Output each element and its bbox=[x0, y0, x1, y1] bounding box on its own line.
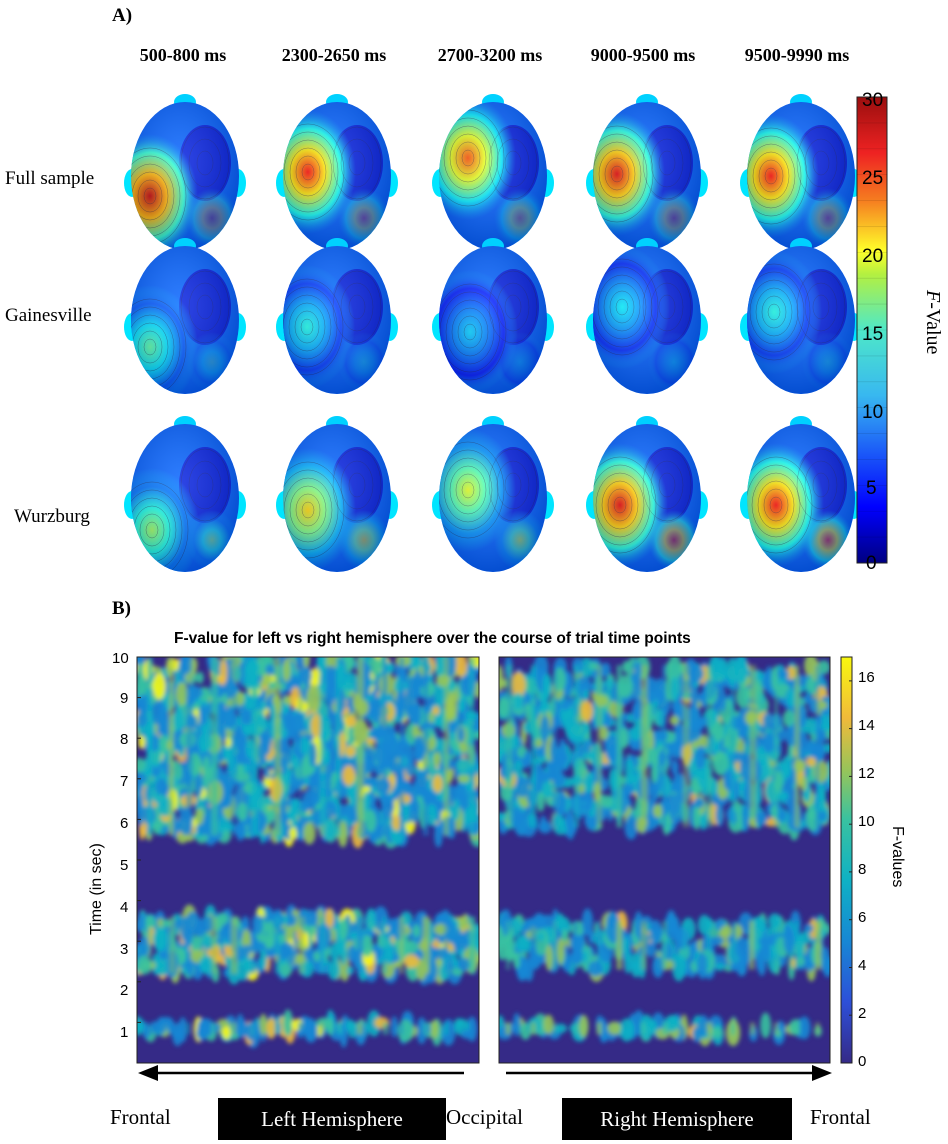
left-hemisphere-fvalues bbox=[137, 657, 479, 1049]
y-tick: 9 bbox=[120, 690, 129, 707]
head-topography bbox=[124, 94, 246, 250]
right-arrow-head bbox=[812, 1065, 832, 1081]
head-topography bbox=[432, 94, 554, 250]
colorbar-a-tick: 30 bbox=[862, 90, 884, 111]
head-topography bbox=[276, 94, 398, 250]
y-tick: 7 bbox=[120, 773, 129, 790]
colorbar-a-tick: 5 bbox=[866, 478, 877, 499]
colorbar-a-title: F-Value bbox=[921, 290, 944, 354]
y-tick: 4 bbox=[120, 899, 129, 916]
right-hemisphere-label: Right Hemisphere bbox=[562, 1098, 792, 1140]
colorbar-b-tick: 12 bbox=[858, 765, 875, 782]
colorbar-a-title-rest: -Value bbox=[922, 302, 944, 355]
head-topography bbox=[124, 238, 246, 394]
column-title: 2700-3200 ms bbox=[437, 45, 543, 65]
row-label: Gainesville bbox=[5, 305, 92, 326]
colorbar-a-tick: 25 bbox=[862, 168, 884, 189]
colorbar-b bbox=[840, 656, 853, 1064]
head-topography bbox=[740, 238, 862, 394]
head-topography bbox=[586, 416, 708, 572]
colorbar-a-tick: 20 bbox=[862, 246, 884, 267]
panel-b-label: B) bbox=[112, 598, 131, 619]
column-title: 2300-2650 ms bbox=[281, 45, 387, 65]
occipital-label: Occipital bbox=[446, 1105, 523, 1129]
y-tick: 1 bbox=[120, 1024, 129, 1041]
colorbar-b-tick: 16 bbox=[858, 669, 875, 686]
head-topography bbox=[740, 94, 862, 250]
frontal-right-label: Frontal bbox=[810, 1105, 871, 1129]
colorbar-a-tick: 0 bbox=[866, 553, 877, 574]
colorbar-a-title-italic: F bbox=[922, 290, 944, 303]
row-label: Full sample bbox=[5, 168, 95, 189]
y-tick: 6 bbox=[120, 815, 129, 832]
head-topography bbox=[432, 238, 554, 394]
y-tick: 2 bbox=[120, 982, 129, 999]
column-title: 9500-9990 ms bbox=[744, 45, 850, 65]
direction-arrows bbox=[138, 1065, 832, 1081]
colorbar-b-tick: 6 bbox=[858, 909, 867, 926]
colorbar-b-tick: 14 bbox=[858, 717, 875, 734]
y-tick: 5 bbox=[120, 857, 129, 874]
panel-b-title: F-value for left vs right hemisphere ove… bbox=[174, 630, 691, 647]
colorbar-b-tick: 10 bbox=[858, 813, 875, 830]
colorbar-b-tick: 0 bbox=[858, 1053, 867, 1070]
colorbar-b-tick: 2 bbox=[858, 1005, 867, 1022]
head-topography bbox=[276, 238, 398, 394]
colorbar-b-tick: 8 bbox=[858, 861, 867, 878]
y-tick: 10 bbox=[112, 650, 129, 667]
colorbar-a bbox=[856, 96, 888, 564]
colorbar-b-tick: 4 bbox=[858, 957, 867, 974]
left-arrow-head bbox=[138, 1065, 158, 1081]
colorbar-a-tick: 15 bbox=[862, 324, 884, 345]
y-tick: 8 bbox=[120, 731, 129, 748]
head-topography bbox=[432, 416, 554, 572]
frontal-left-label: Frontal bbox=[110, 1105, 171, 1129]
panel-a-label: A) bbox=[112, 5, 133, 26]
y-axis-label: Time (in sec) bbox=[88, 843, 105, 935]
y-tick: 3 bbox=[120, 941, 129, 958]
row-label: Wurzburg bbox=[14, 506, 90, 527]
head-topography bbox=[124, 416, 246, 572]
colorbar-b-title: F-values bbox=[889, 826, 906, 888]
right-hemisphere-fvalues bbox=[499, 657, 830, 1047]
left-hemisphere-label: Left Hemisphere bbox=[218, 1098, 446, 1140]
column-title: 9000-9500 ms bbox=[590, 45, 696, 65]
colorbar-a-tick: 10 bbox=[862, 402, 884, 423]
hemisphere-heatmap bbox=[136, 656, 831, 1064]
head-topography bbox=[276, 416, 398, 572]
head-topography bbox=[586, 94, 708, 250]
column-title: 500-800 ms bbox=[139, 45, 227, 65]
head-topography bbox=[586, 238, 708, 394]
head-topography bbox=[740, 416, 862, 572]
